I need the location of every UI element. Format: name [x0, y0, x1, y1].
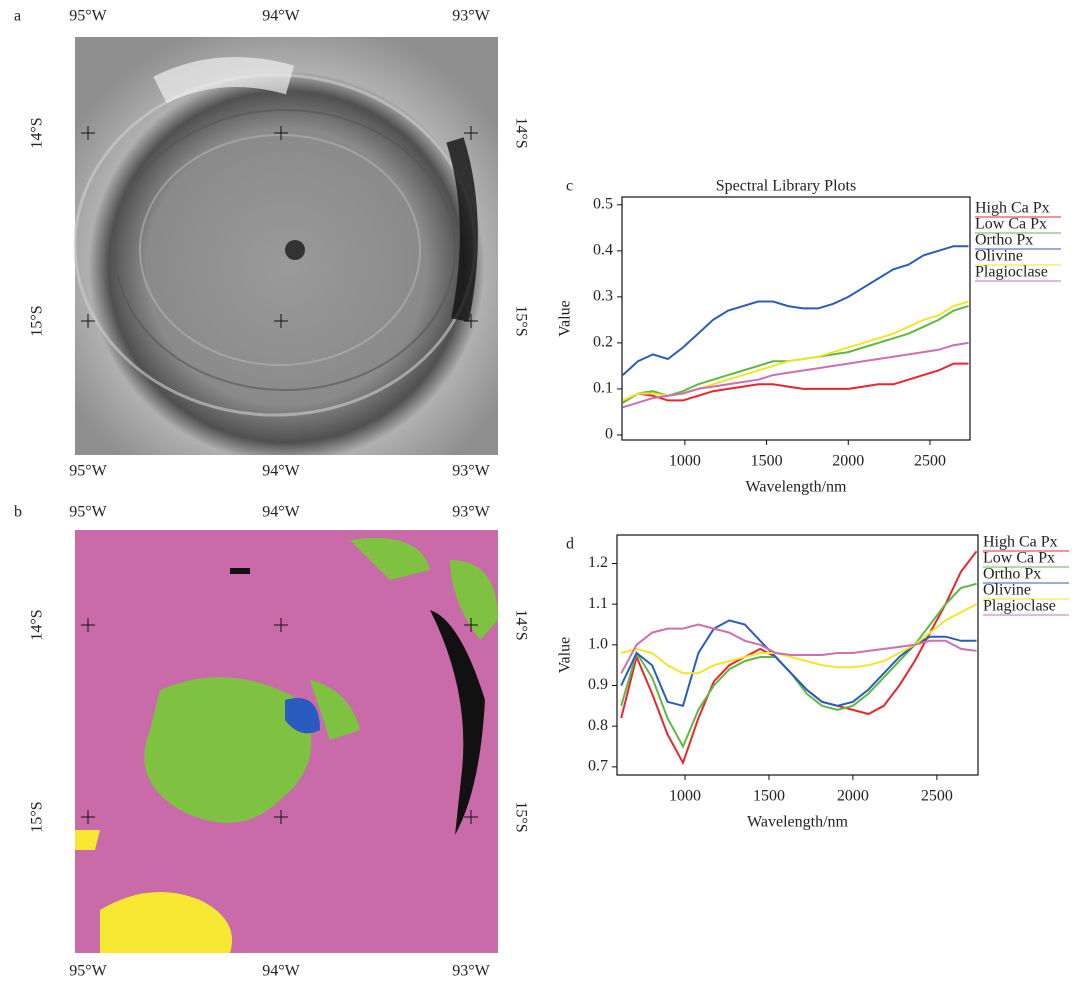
- chart-title: Spectral Library Plots: [716, 178, 856, 195]
- lon-label: 93°W: [452, 8, 490, 25]
- plot-frame: [621, 196, 971, 441]
- panel-label: c: [566, 178, 573, 195]
- lon-label: 95°W: [69, 963, 107, 980]
- x-tick-label: 1500: [751, 453, 783, 470]
- lat-label: 14°S: [29, 117, 46, 148]
- y-tick-label: 1.2: [588, 554, 608, 571]
- x-tick-label: 2500: [921, 788, 953, 805]
- series-line: [622, 245, 969, 376]
- lat-label: 15°S: [29, 801, 46, 832]
- plot-frame: [616, 534, 979, 776]
- lat-label: 14°S: [512, 609, 529, 640]
- lat-label: 14°S: [512, 117, 529, 148]
- y-tick-label: 0.9: [588, 676, 608, 693]
- x-tick-label: 2000: [837, 788, 869, 805]
- series-line: [620, 603, 977, 675]
- legend-label: Low Ca Px: [983, 550, 1055, 567]
- y-tick-label: 1.1: [588, 595, 608, 612]
- y-tick-label: 0.8: [588, 717, 608, 734]
- legend-label: Plagioclase: [983, 598, 1056, 615]
- lon-label: 94°W: [262, 504, 300, 521]
- lat-label: 15°S: [29, 305, 46, 336]
- y-tick-label: 0.3: [593, 288, 613, 305]
- lon-label: 94°W: [262, 8, 300, 25]
- legend-label: Low Ca Px: [975, 216, 1047, 233]
- map-image-b: [75, 530, 498, 953]
- y-tick-label: 0.2: [593, 334, 613, 351]
- x-tick-label: 2000: [832, 453, 864, 470]
- series-line: [622, 300, 969, 402]
- lon-label: 94°W: [262, 963, 300, 980]
- map-image-a: [73, 37, 498, 455]
- x-axis-label: Wavelength/nm: [746, 479, 847, 496]
- y-tick-label: 0.7: [588, 758, 608, 775]
- legend-label: Plagioclase: [975, 264, 1048, 281]
- lat-label: 15°S: [512, 801, 529, 832]
- y-axis-label: Value: [557, 300, 574, 336]
- legend-label: High Ca Px: [975, 200, 1050, 217]
- lat-label: 15°S: [512, 305, 529, 336]
- legend-label: Olivine: [983, 582, 1031, 599]
- x-tick-label: 1000: [669, 453, 701, 470]
- legend-label: Ortho Px: [983, 566, 1041, 583]
- series-line: [622, 362, 969, 404]
- legend-label: Olivine: [975, 248, 1023, 265]
- x-axis-label: Wavelength/nm: [747, 814, 848, 831]
- y-tick-label: 0.1: [593, 380, 613, 397]
- x-tick-label: 1500: [753, 788, 785, 805]
- panel-label: d: [566, 536, 574, 553]
- panel-label: a: [14, 8, 21, 25]
- lon-label: 95°W: [69, 8, 107, 25]
- series-line: [620, 623, 977, 674]
- y-tick-label: 1.0: [588, 636, 608, 653]
- legend-label: High Ca Px: [983, 534, 1058, 551]
- y-tick-label: 0.4: [593, 242, 613, 259]
- y-tick-label: 0: [605, 426, 613, 443]
- legend-label: Ortho Px: [975, 232, 1033, 249]
- series-line: [622, 341, 969, 409]
- y-axis-label: Value: [557, 637, 574, 673]
- x-tick-label: 2500: [914, 453, 946, 470]
- lon-label: 94°W: [262, 463, 300, 480]
- panel-label: b: [14, 504, 22, 521]
- series-line: [620, 582, 977, 749]
- lon-label: 93°W: [452, 504, 490, 521]
- x-tick-label: 1000: [669, 788, 701, 805]
- lat-label: 14°S: [29, 609, 46, 640]
- y-tick-label: 0.5: [593, 195, 613, 212]
- lon-label: 93°W: [452, 463, 490, 480]
- lon-label: 93°W: [452, 963, 490, 980]
- lon-label: 95°W: [69, 463, 107, 480]
- lon-label: 95°W: [69, 504, 107, 521]
